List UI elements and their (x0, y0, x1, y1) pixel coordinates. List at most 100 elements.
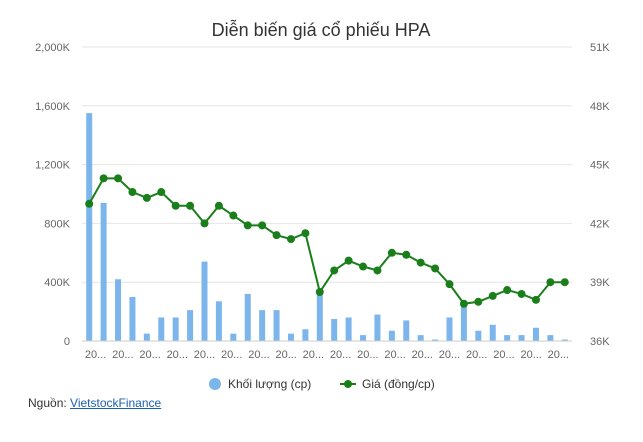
volume-bar[interactable] (489, 324, 496, 341)
price-point[interactable] (258, 221, 267, 230)
price-point[interactable] (229, 211, 238, 220)
volume-bar[interactable] (100, 202, 107, 341)
right-tick-label: 36K (590, 336, 610, 348)
volume-bar[interactable] (287, 333, 294, 341)
x-tick-label: 20... (194, 349, 215, 361)
volume-bar[interactable] (561, 339, 568, 341)
legend-price-swatch-dot (344, 380, 352, 388)
price-point[interactable] (431, 264, 440, 273)
right-tick-label: 48K (590, 101, 610, 113)
volume-bar[interactable] (187, 310, 194, 341)
price-point[interactable] (373, 266, 382, 275)
legend-price-label[interactable]: Giá (đồng/cp) (362, 377, 435, 391)
left-tick-label: 800K (44, 218, 70, 230)
volume-bar[interactable] (244, 293, 251, 341)
legend-volume-label[interactable]: Khối lượng (cp) (228, 377, 311, 391)
x-tick-label: 20... (167, 349, 188, 361)
x-tick-label: 20... (221, 349, 242, 361)
price-point[interactable] (517, 289, 526, 298)
price-point[interactable] (157, 188, 166, 197)
price-point[interactable] (85, 199, 94, 208)
volume-bar[interactable] (230, 333, 237, 341)
volume-bar[interactable] (215, 301, 222, 341)
price-point[interactable] (301, 229, 310, 238)
price-point[interactable] (99, 174, 108, 183)
price-point[interactable] (445, 280, 454, 289)
price-point[interactable] (171, 201, 180, 210)
price-point[interactable] (186, 201, 195, 210)
x-tick-label: 20... (548, 349, 569, 361)
volume-bar[interactable] (316, 292, 323, 341)
source-link[interactable]: VietstockFinance (70, 396, 162, 410)
right-tick-label: 45K (590, 160, 610, 172)
price-point[interactable] (330, 266, 339, 275)
source-label: Nguồn: (28, 396, 67, 410)
volume-bar[interactable] (532, 327, 539, 341)
x-tick-label: 20... (466, 349, 487, 361)
x-tick-label: 20... (357, 349, 378, 361)
volume-bar[interactable] (345, 317, 352, 341)
x-tick-label: 20... (248, 349, 269, 361)
volume-bar[interactable] (331, 318, 338, 341)
source-note: Nguồn: VietstockFinance (28, 396, 161, 410)
price-point[interactable] (128, 188, 137, 197)
price-point[interactable] (459, 299, 468, 308)
price-point[interactable] (560, 278, 569, 287)
price-point[interactable] (315, 288, 324, 296)
x-tick-label: 20... (303, 349, 324, 361)
price-point[interactable] (286, 235, 295, 244)
x-tick-label: 20... (275, 349, 296, 361)
volume-bar[interactable] (360, 335, 367, 341)
price-point[interactable] (142, 193, 151, 202)
volume-bar[interactable] (403, 320, 410, 341)
x-tick-label: 20... (520, 349, 541, 361)
price-point[interactable] (488, 291, 497, 300)
price-point[interactable] (359, 262, 368, 271)
volume-bar[interactable] (388, 330, 395, 341)
volume-bar[interactable] (86, 113, 93, 342)
price-point[interactable] (402, 250, 411, 259)
volume-bar[interactable] (547, 335, 554, 341)
price-point[interactable] (214, 201, 223, 210)
volume-bar[interactable] (446, 317, 453, 341)
legend-volume-swatch (209, 378, 221, 390)
volume-bar[interactable] (129, 296, 136, 341)
price-point[interactable] (387, 248, 396, 257)
line-layer (85, 174, 569, 308)
price-point[interactable] (114, 174, 123, 183)
volume-bar[interactable] (302, 329, 309, 341)
volume-bar[interactable] (504, 335, 511, 341)
volume-bar[interactable] (158, 317, 165, 341)
price-point[interactable] (503, 286, 512, 295)
price-point[interactable] (243, 221, 252, 230)
x-tick-label: 20... (384, 349, 405, 361)
volume-bar[interactable] (172, 317, 179, 341)
volume-bar[interactable] (259, 310, 266, 341)
volume-bar[interactable] (475, 330, 482, 341)
volume-bar[interactable] (432, 339, 439, 341)
volume-bar[interactable] (374, 314, 381, 341)
price-point[interactable] (474, 297, 483, 306)
price-point[interactable] (531, 295, 540, 304)
right-tick-label: 39K (590, 277, 610, 289)
volume-bar[interactable] (143, 333, 150, 341)
price-point[interactable] (546, 278, 555, 287)
volume-bar[interactable] (115, 279, 122, 341)
price-point[interactable] (200, 219, 209, 228)
volume-bar[interactable] (518, 335, 525, 341)
price-point[interactable] (344, 256, 353, 265)
right-tick-label: 51K (590, 42, 610, 54)
price-point[interactable] (416, 258, 425, 267)
volume-bar[interactable] (417, 335, 424, 341)
volume-bar[interactable] (273, 310, 280, 341)
volume-bar[interactable] (201, 261, 208, 341)
volume-bar[interactable] (460, 302, 467, 341)
price-point[interactable] (272, 231, 281, 240)
left-tick-label: 2,000K (35, 42, 71, 54)
chart-title: Diễn biến giá cổ phiếu HPA (212, 19, 431, 40)
left-tick-label: 0 (64, 336, 70, 348)
x-tick-label: 20... (439, 349, 460, 361)
price-line (88, 177, 565, 305)
